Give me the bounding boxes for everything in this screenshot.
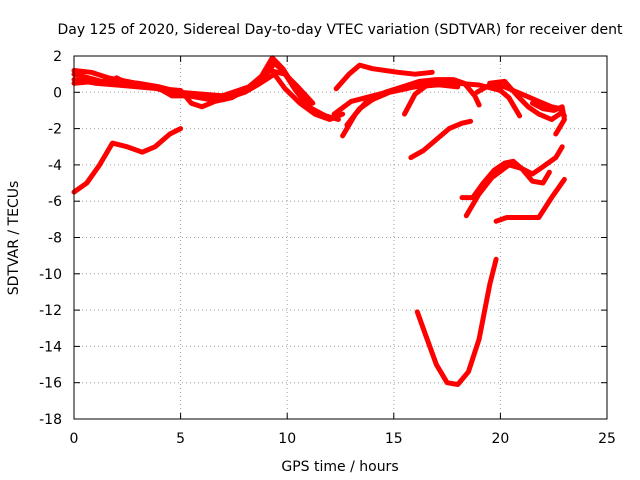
series-line-s18: [493, 176, 567, 224]
x-tick-label: 5: [176, 431, 185, 447]
series-line-s19: [414, 256, 499, 387]
y-tick-label: -4: [48, 158, 62, 174]
series-line-s8: [331, 80, 503, 117]
grid: [74, 56, 607, 419]
y-tick-label: -8: [48, 231, 62, 247]
series-line-s4: [71, 68, 316, 106]
y-tick-label: -12: [39, 303, 62, 319]
y-axis-label: SDTVAR / TECUs: [6, 181, 22, 296]
series-line-s13: [529, 100, 567, 137]
y-tick-label: -10: [39, 267, 62, 283]
series-line-s15: [408, 118, 474, 161]
y-tick-label: -2: [48, 122, 62, 138]
series-line-s11: [487, 78, 565, 122]
x-tick-label: 10: [278, 431, 296, 447]
y-tick-label: -16: [39, 376, 62, 392]
series-line-s9: [402, 77, 465, 117]
data-series: [71, 55, 567, 387]
x-tick-label: 20: [491, 431, 509, 447]
series-line-s16: [459, 144, 565, 201]
x-tick-label: 15: [385, 431, 403, 447]
y-tick-label: -6: [48, 194, 62, 210]
x-tick-label: 0: [70, 431, 79, 447]
chart-title: Day 125 of 2020, Sidereal Day-to-day VTE…: [57, 22, 623, 38]
y-tick-label: -18: [39, 412, 62, 428]
axis-ticks: 0 5 10 15 20 25 -18 -16 -14 -12 -10 -8 -6 -4 -2 0 2: [39, 49, 616, 447]
y-tick-label: 0: [53, 85, 62, 101]
x-axis-label: GPS time / hours: [281, 459, 398, 475]
series-line-s14: [71, 126, 184, 195]
series-line-s17: [463, 162, 552, 219]
y-tick-label: -14: [39, 339, 62, 355]
series-line-s12: [493, 84, 523, 119]
x-tick-label: 25: [598, 431, 616, 447]
series-line-s5: [333, 62, 435, 92]
y-tick-label: 2: [53, 49, 62, 65]
